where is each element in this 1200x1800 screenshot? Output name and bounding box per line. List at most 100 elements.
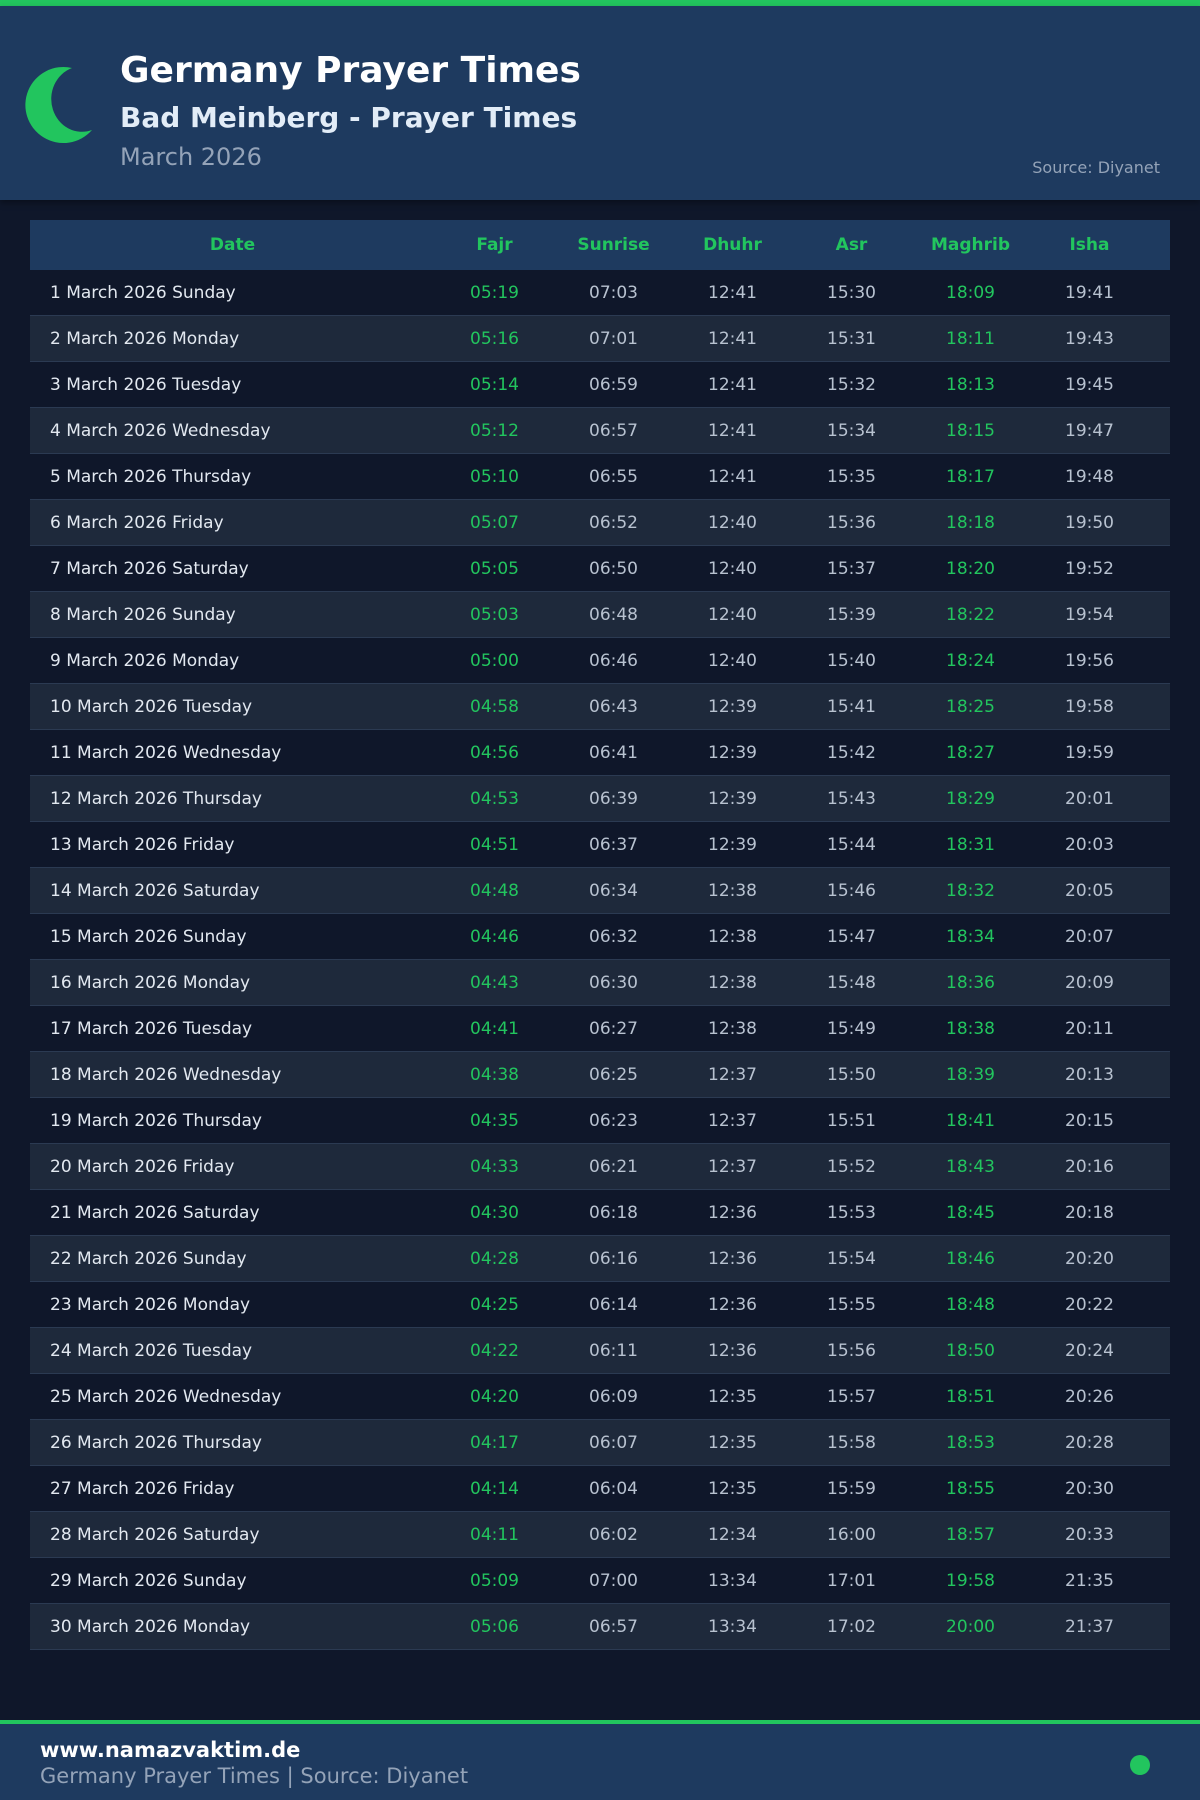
prayer-times-table: Date Fajr Sunrise Dhuhr Asr Maghrib Isha… (30, 220, 1170, 1650)
column-header-asr: Asr (835, 235, 868, 255)
cell-date: 3 March 2026 Tuesday (50, 374, 242, 395)
top-accent-bar (0, 0, 1200, 6)
cell-isha: 20:16 (1065, 1156, 1114, 1177)
cell-sunrise: 06:16 (589, 1248, 638, 1269)
table-row: 30 March 2026 Monday 05:06 06:57 13:34 17:02… (30, 1604, 1170, 1650)
cell-sunrise: 06:30 (589, 972, 638, 993)
cell-date: 24 March 2026 Tuesday (50, 1340, 253, 1361)
cell-fajr: 05:05 (470, 558, 519, 579)
cell-fajr: 04:48 (470, 880, 519, 901)
cell-isha: 20:03 (1065, 834, 1114, 855)
cell-isha: 19:47 (1065, 420, 1114, 441)
cell-isha: 20:11 (1065, 1018, 1114, 1039)
footer-site-link[interactable]: www.namazvaktim.de (40, 1738, 301, 1762)
cell-date: 15 March 2026 Sunday (50, 926, 247, 947)
cell-dhuhr: 12:40 (708, 604, 757, 625)
cell-dhuhr: 12:37 (708, 1156, 757, 1177)
cell-sunrise: 06:07 (589, 1432, 638, 1453)
column-header-fajr: Fajr (476, 235, 513, 255)
table-body: 1 March 2026 Sunday 05:19 07:03 12:41 15:30 1… (30, 270, 1170, 1650)
cell-maghrib: 18:55 (946, 1478, 995, 1499)
table-row: 4 March 2026 Wednesday 05:12 06:57 12:41 15:… (30, 408, 1170, 454)
cell-isha: 20:33 (1065, 1524, 1114, 1545)
cell-date: 26 March 2026 Thursday (50, 1432, 262, 1453)
cell-isha: 20:30 (1065, 1478, 1114, 1499)
cell-dhuhr: 12:41 (708, 466, 757, 487)
table-row: 12 March 2026 Thursday 04:53 06:39 12:39 15:… (30, 776, 1170, 822)
cell-asr: 15:56 (827, 1340, 876, 1361)
cell-isha: 20:24 (1065, 1340, 1114, 1361)
cell-date: 17 March 2026 Tuesday (50, 1018, 253, 1039)
cell-sunrise: 06:18 (589, 1202, 638, 1223)
cell-date: 25 March 2026 Wednesday (50, 1386, 282, 1407)
cell-asr: 15:49 (827, 1018, 876, 1039)
cell-asr: 15:32 (827, 374, 876, 395)
cell-maghrib: 18:34 (946, 926, 995, 947)
column-header-dhuhr: Dhuhr (703, 235, 762, 255)
month-label: March 2026 (120, 143, 262, 171)
cell-sunrise: 06:11 (589, 1340, 638, 1361)
cell-sunrise: 06:39 (589, 788, 638, 809)
cell-asr: 15:43 (827, 788, 876, 809)
cell-date: 10 March 2026 Tuesday (50, 696, 253, 717)
table-row: 14 March 2026 Saturday 04:48 06:34 12:38 15:… (30, 868, 1170, 914)
table-row: 26 March 2026 Thursday 04:17 06:07 12:35 15:… (30, 1420, 1170, 1466)
cell-date: 28 March 2026 Saturday (50, 1524, 260, 1545)
cell-isha: 20:20 (1065, 1248, 1114, 1269)
cell-fajr: 05:09 (470, 1570, 519, 1591)
cell-dhuhr: 12:41 (708, 420, 757, 441)
table-row: 18 March 2026 Wednesday 04:38 06:25 12:37 15… (30, 1052, 1170, 1098)
table-row: 22 March 2026 Sunday 04:28 06:16 12:36 15:54… (30, 1236, 1170, 1282)
cell-date: 19 March 2026 Thursday (50, 1110, 262, 1131)
table-row: 19 March 2026 Thursday 04:35 06:23 12:37 15:… (30, 1098, 1170, 1144)
cell-dhuhr: 12:41 (708, 328, 757, 349)
table-row: 13 March 2026 Friday 04:51 06:37 12:39 15:44… (30, 822, 1170, 868)
cell-maghrib: 18:24 (946, 650, 995, 671)
cell-maghrib: 18:17 (946, 466, 995, 487)
cell-asr: 15:41 (827, 696, 876, 717)
cell-fajr: 04:38 (470, 1064, 519, 1085)
cell-date: 8 March 2026 Sunday (50, 604, 236, 625)
cell-date: 14 March 2026 Saturday (50, 880, 260, 901)
table-row: 2 March 2026 Monday 05:16 07:01 12:41 15:31 1… (30, 316, 1170, 362)
cell-fajr: 04:28 (470, 1248, 519, 1269)
cell-maghrib: 18:46 (946, 1248, 995, 1269)
cell-sunrise: 06:23 (589, 1110, 638, 1131)
cell-isha: 19:54 (1065, 604, 1114, 625)
page-footer: www.namazvaktim.de Germany Prayer Times … (0, 1724, 1200, 1800)
cell-date: 16 March 2026 Monday (50, 972, 251, 993)
cell-dhuhr: 12:37 (708, 1110, 757, 1131)
cell-fajr: 04:11 (470, 1524, 519, 1545)
cell-maghrib: 18:41 (946, 1110, 995, 1131)
cell-isha: 20:18 (1065, 1202, 1114, 1223)
cell-maghrib: 18:39 (946, 1064, 995, 1085)
cell-dhuhr: 12:40 (708, 650, 757, 671)
cell-fajr: 05:03 (470, 604, 519, 625)
cell-maghrib: 18:22 (946, 604, 995, 625)
cell-date: 7 March 2026 Saturday (50, 558, 249, 579)
cell-asr: 15:54 (827, 1248, 876, 1269)
page-subtitle: Bad Meinberg - Prayer Times (120, 101, 578, 134)
table-row: 23 March 2026 Monday 04:25 06:14 12:36 15:55… (30, 1282, 1170, 1328)
cell-sunrise: 06:32 (589, 926, 638, 947)
cell-fajr: 04:51 (470, 834, 519, 855)
cell-sunrise: 06:55 (589, 466, 638, 487)
cell-asr: 15:55 (827, 1294, 876, 1315)
cell-date: 29 March 2026 Sunday (50, 1570, 247, 1591)
cell-asr: 15:42 (827, 742, 876, 763)
cell-fajr: 05:00 (470, 650, 519, 671)
cell-maghrib: 18:36 (946, 972, 995, 993)
cell-dhuhr: 12:38 (708, 972, 757, 993)
cell-asr: 15:59 (827, 1478, 876, 1499)
cell-isha: 21:37 (1065, 1616, 1114, 1637)
cell-maghrib: 18:20 (946, 558, 995, 579)
table-row: 9 March 2026 Monday 05:00 06:46 12:40 15:40 1… (30, 638, 1170, 684)
cell-asr: 15:57 (827, 1386, 876, 1407)
cell-isha: 20:09 (1065, 972, 1114, 993)
cell-asr: 15:48 (827, 972, 876, 993)
cell-date: 1 March 2026 Sunday (50, 282, 236, 303)
crescent-moon-icon (25, 67, 93, 144)
cell-isha: 19:58 (1065, 696, 1114, 717)
cell-isha: 21:35 (1065, 1570, 1114, 1591)
table-row: 17 March 2026 Tuesday 04:41 06:27 12:38 15:4… (30, 1006, 1170, 1052)
